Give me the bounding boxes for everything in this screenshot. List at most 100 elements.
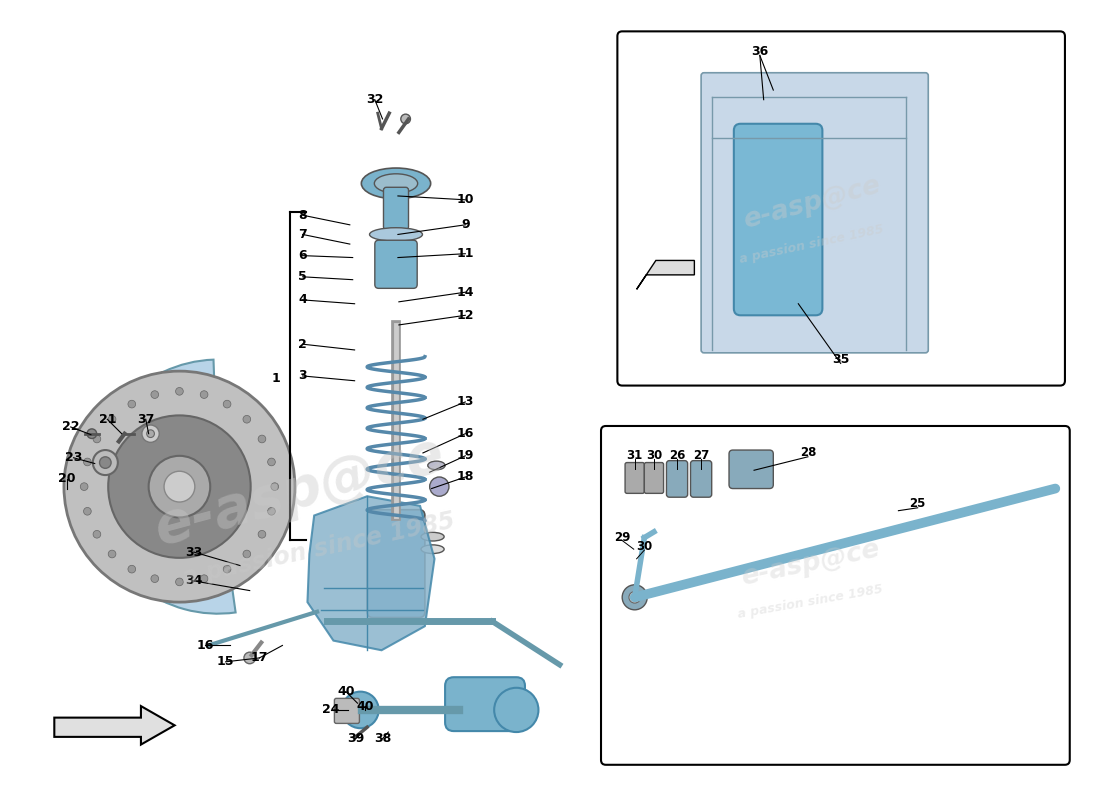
- Ellipse shape: [361, 168, 430, 199]
- Circle shape: [342, 692, 378, 728]
- Text: a passion since 1985: a passion since 1985: [180, 509, 458, 590]
- FancyBboxPatch shape: [601, 426, 1069, 765]
- Text: 22: 22: [62, 421, 79, 434]
- Circle shape: [164, 471, 195, 502]
- Wedge shape: [91, 360, 235, 614]
- Text: 21: 21: [99, 413, 116, 426]
- Circle shape: [267, 458, 275, 466]
- Circle shape: [146, 430, 154, 438]
- Text: 17: 17: [251, 651, 268, 665]
- Text: 23: 23: [65, 451, 82, 464]
- Circle shape: [400, 114, 410, 124]
- Circle shape: [128, 566, 135, 573]
- Circle shape: [176, 387, 184, 395]
- Text: 14: 14: [456, 286, 474, 298]
- Text: 19: 19: [456, 450, 474, 462]
- FancyBboxPatch shape: [691, 461, 712, 498]
- Text: 12: 12: [456, 309, 474, 322]
- FancyBboxPatch shape: [367, 510, 425, 618]
- Text: 35: 35: [832, 353, 849, 366]
- Text: 11: 11: [456, 247, 474, 260]
- Text: a passion since 1985: a passion since 1985: [736, 583, 883, 622]
- Text: e-asp@ce: e-asp@ce: [150, 427, 450, 556]
- Ellipse shape: [421, 545, 444, 554]
- Circle shape: [223, 566, 231, 573]
- Text: 15: 15: [217, 655, 234, 668]
- Ellipse shape: [370, 228, 422, 241]
- Circle shape: [94, 530, 101, 538]
- Text: 27: 27: [693, 450, 710, 462]
- Text: 6: 6: [298, 249, 307, 262]
- Circle shape: [494, 688, 539, 732]
- Circle shape: [84, 507, 91, 515]
- Text: 1: 1: [272, 372, 280, 386]
- FancyBboxPatch shape: [729, 450, 773, 489]
- Circle shape: [142, 425, 160, 442]
- Text: 16: 16: [456, 427, 474, 440]
- Ellipse shape: [374, 174, 418, 193]
- Text: 40: 40: [338, 685, 354, 698]
- Text: 30: 30: [636, 540, 652, 553]
- Text: 31: 31: [627, 450, 642, 462]
- Polygon shape: [637, 261, 694, 290]
- Text: 2: 2: [298, 338, 307, 350]
- Text: 38: 38: [374, 732, 392, 746]
- Text: 7: 7: [298, 228, 307, 241]
- FancyBboxPatch shape: [375, 240, 417, 288]
- Circle shape: [271, 482, 278, 490]
- Circle shape: [258, 530, 266, 538]
- Circle shape: [92, 450, 118, 475]
- Text: 32: 32: [366, 93, 384, 106]
- FancyBboxPatch shape: [334, 698, 360, 723]
- Circle shape: [80, 482, 88, 490]
- Ellipse shape: [428, 461, 446, 470]
- FancyBboxPatch shape: [446, 677, 525, 731]
- Text: 4: 4: [298, 294, 307, 306]
- Text: 20: 20: [58, 473, 76, 486]
- Text: 26: 26: [669, 450, 685, 462]
- Text: 16: 16: [197, 639, 215, 652]
- Text: 3: 3: [298, 370, 307, 382]
- Circle shape: [223, 400, 231, 408]
- Circle shape: [151, 390, 158, 398]
- Circle shape: [87, 429, 97, 438]
- Circle shape: [267, 507, 275, 515]
- Circle shape: [128, 400, 135, 408]
- FancyBboxPatch shape: [701, 73, 928, 353]
- Text: 37: 37: [138, 413, 154, 426]
- FancyBboxPatch shape: [734, 124, 823, 315]
- Text: 34: 34: [185, 574, 202, 587]
- Polygon shape: [307, 496, 434, 650]
- Circle shape: [148, 456, 210, 518]
- Circle shape: [94, 435, 101, 443]
- Text: 36: 36: [751, 45, 769, 58]
- Circle shape: [100, 457, 111, 468]
- Text: 28: 28: [800, 446, 816, 459]
- Text: 39: 39: [346, 732, 364, 746]
- Text: 5: 5: [298, 270, 307, 283]
- Text: 29: 29: [614, 531, 630, 544]
- FancyBboxPatch shape: [667, 461, 688, 498]
- Circle shape: [64, 371, 295, 602]
- FancyBboxPatch shape: [625, 462, 645, 494]
- Text: a passion since 1985: a passion since 1985: [738, 222, 886, 266]
- Circle shape: [200, 575, 208, 582]
- Circle shape: [258, 435, 266, 443]
- Text: 25: 25: [910, 498, 926, 510]
- Circle shape: [244, 652, 255, 664]
- Text: e-asp@ce: e-asp@ce: [738, 536, 881, 591]
- Text: 8: 8: [298, 209, 307, 222]
- Circle shape: [84, 458, 91, 466]
- Circle shape: [243, 415, 251, 423]
- FancyBboxPatch shape: [384, 187, 408, 230]
- FancyBboxPatch shape: [617, 31, 1065, 386]
- Circle shape: [623, 585, 647, 610]
- Circle shape: [108, 415, 115, 423]
- Text: 33: 33: [185, 546, 202, 558]
- Circle shape: [151, 575, 158, 582]
- Circle shape: [629, 591, 640, 603]
- Ellipse shape: [430, 477, 449, 496]
- Circle shape: [176, 578, 184, 586]
- Ellipse shape: [421, 532, 444, 541]
- Polygon shape: [54, 706, 175, 745]
